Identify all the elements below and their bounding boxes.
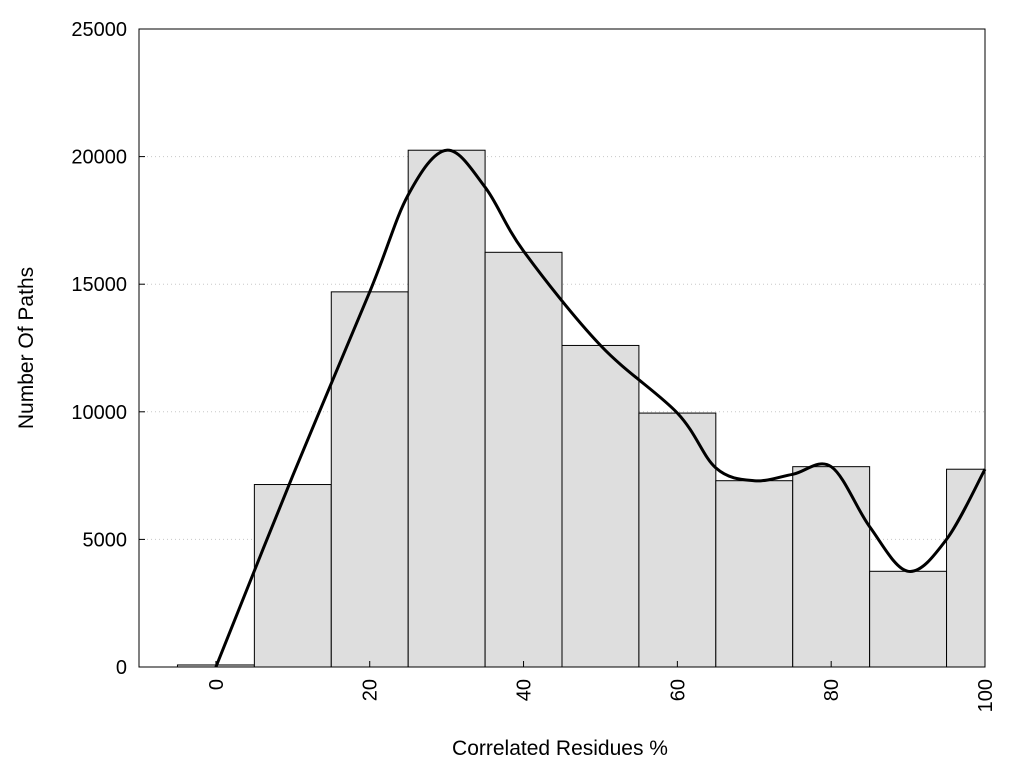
plot-frame <box>138 28 986 668</box>
histogram-bar <box>869 570 948 668</box>
x-tick-label: 0 <box>206 679 228 690</box>
histogram-bar <box>330 291 409 668</box>
y-axis-title: Number Of Paths <box>15 267 38 429</box>
histogram-bar <box>715 480 794 668</box>
histogram-bar <box>253 484 332 668</box>
y-tick-label: 10000 <box>71 402 127 424</box>
x-tick-label: 60 <box>667 679 689 701</box>
histogram-bar <box>484 251 563 668</box>
bars <box>176 149 986 668</box>
y-tick-label: 20000 <box>71 147 127 169</box>
y-tick-label: 25000 <box>71 19 127 41</box>
y-tick-label: 0 <box>116 657 127 679</box>
y-axis-ticks: 0 5000 10000 15000 20000 25000 <box>71 19 145 679</box>
histogram-bar <box>792 466 871 668</box>
smoothed-curve <box>214 148 987 668</box>
x-tick-label: 20 <box>360 679 382 701</box>
histogram-bar <box>561 344 640 668</box>
histogram-bar <box>407 149 486 668</box>
y-tick-label: 15000 <box>71 274 127 296</box>
x-axis-ticks: 0 20 40 60 80 100 <box>206 661 997 712</box>
histogram-bar <box>638 412 717 668</box>
x-tick-label: 100 <box>975 679 997 712</box>
histogram-bar <box>946 468 986 668</box>
x-axis-title: Correlated Residues % <box>452 737 668 760</box>
x-tick-label: 40 <box>514 679 536 701</box>
x-tick-label: 80 <box>821 679 843 701</box>
y-tick-label: 5000 <box>83 529 128 551</box>
